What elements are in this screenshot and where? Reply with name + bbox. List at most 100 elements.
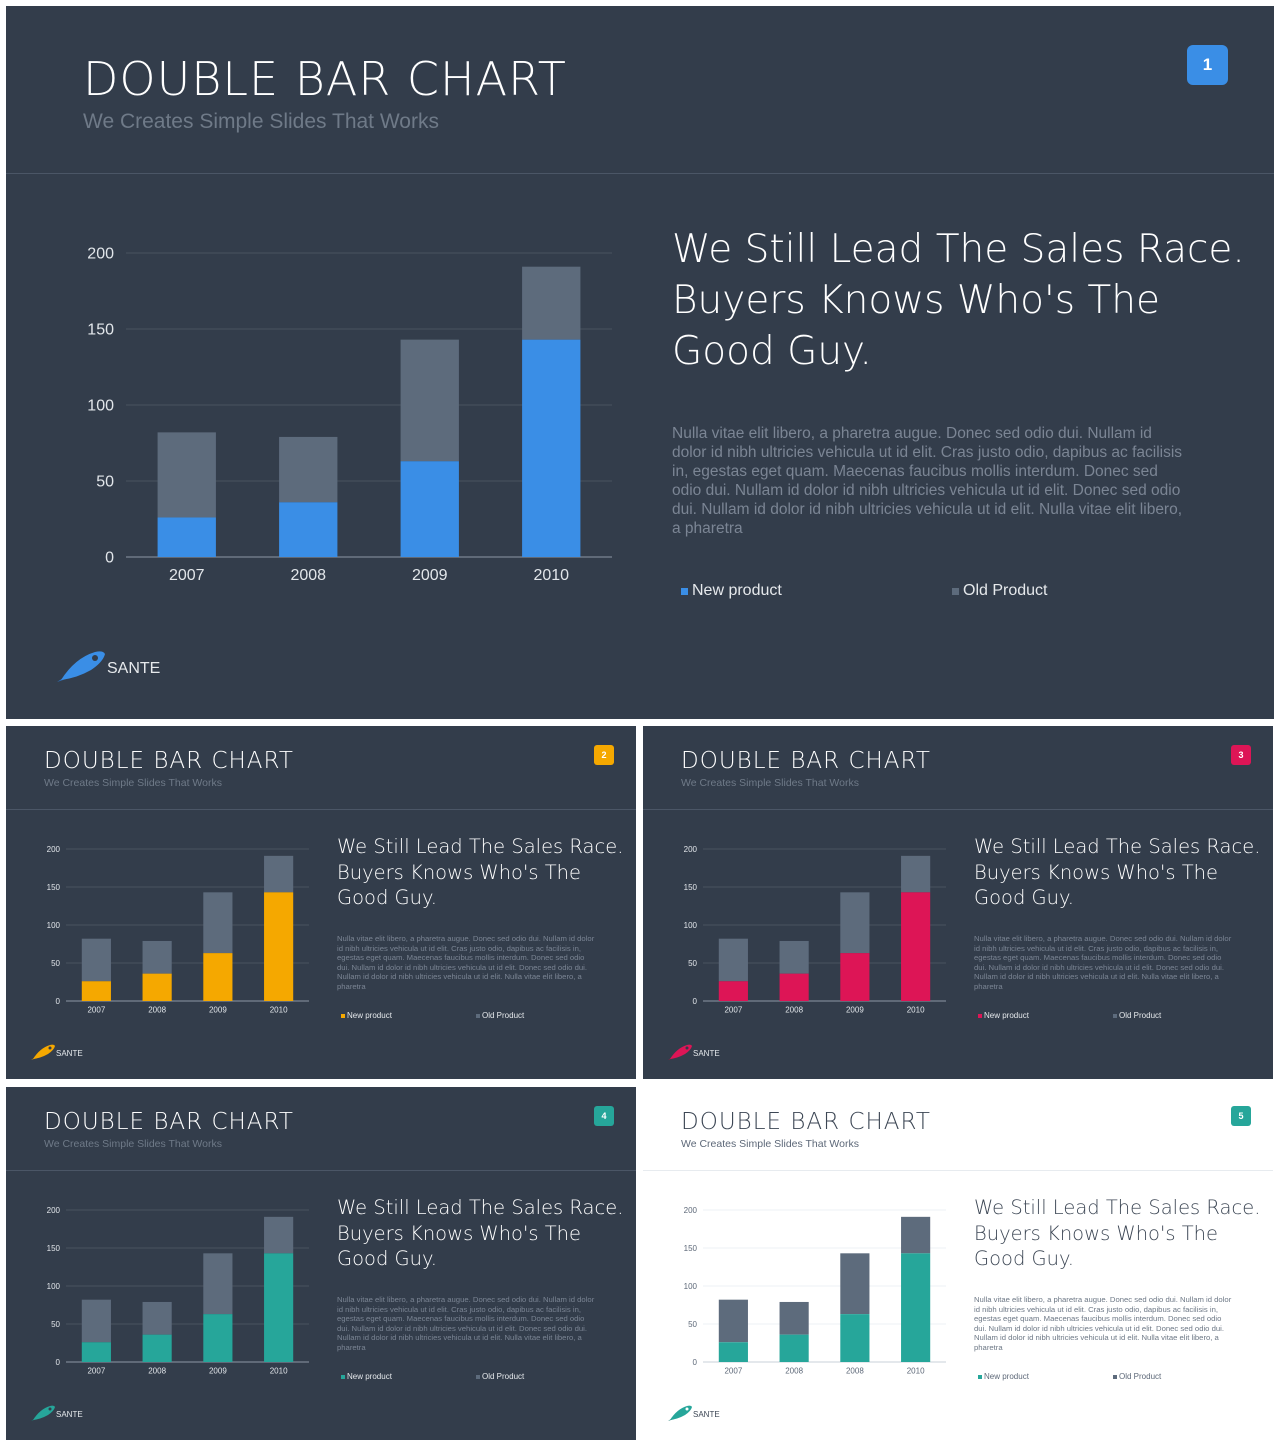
logo-text: SANTE <box>56 1410 83 1419</box>
logo-text: SANTE <box>56 1049 83 1058</box>
y-tick-label: 50 <box>51 959 60 968</box>
headline-line-2: Buyers Knows Who's The <box>672 278 1160 323</box>
slide-number-badge: 1 <box>1187 45 1228 85</box>
slide-subtitle: We Creates Simple Slides That Works <box>83 110 439 133</box>
bar-old-product-2007 <box>718 1299 748 1343</box>
y-tick-label: 200 <box>47 845 61 854</box>
legend-label-old: Old Product <box>482 1372 525 1381</box>
legend-new-product: New product <box>978 1011 1029 1020</box>
brand-logo: SANTE <box>667 1043 720 1061</box>
brand-logo: SANTE <box>30 1404 83 1422</box>
legend-new-product: New product <box>341 1011 392 1020</box>
legend-old-product: Old Product <box>952 582 1047 600</box>
bar-new-product-2007 <box>81 981 111 1001</box>
headline: We Still Lead The Sales Race. Buyers Kno… <box>974 834 1260 911</box>
y-tick-label: 200 <box>684 1206 698 1215</box>
y-tick-label: 50 <box>688 1320 697 1329</box>
legend-new-product: New product <box>681 582 782 600</box>
legend-swatch-old <box>476 1013 480 1018</box>
y-tick-label: 150 <box>47 1244 61 1253</box>
y-tick-label: 100 <box>47 1282 61 1291</box>
x-tick-label: 2008 <box>290 567 326 584</box>
stacked-bar-chart: 0 50 100 150 200 2007 2008 2009 2010 <box>87 246 612 584</box>
bar-new-product-2008 <box>142 1334 172 1362</box>
slide-subtitle: We Creates Simple Slides That Works <box>44 1138 222 1150</box>
legend-old-product: Old Product <box>1113 1372 1161 1381</box>
slide-subtitle: We Creates Simple Slides That Works <box>681 777 859 789</box>
y-tick-label: 150 <box>684 1244 698 1253</box>
y-tick-label: 100 <box>47 921 61 930</box>
headline-line-3: Good Guy. <box>974 886 1074 909</box>
bar-old-product-2008 <box>779 940 809 974</box>
headline-line-2: Buyers Knows Who's The <box>337 1221 581 1245</box>
bar-new-product-2007 <box>157 517 216 557</box>
y-tick-label: 0 <box>693 1358 698 1367</box>
logo-text: SANTE <box>107 660 161 677</box>
logo-text: SANTE <box>693 1049 720 1058</box>
legend-swatch-new <box>978 1013 982 1018</box>
slide-4: DOUBLE BAR CHART We Creates Simple Slide… <box>6 1087 636 1440</box>
bar-old-product-2008 <box>142 940 172 974</box>
legend-label-new: New product <box>692 582 782 599</box>
bar-new-product-2008 <box>779 973 809 1001</box>
slide-2: DOUBLE BAR CHART We Creates Simple Slide… <box>6 726 636 1079</box>
slide-3: DOUBLE BAR CHART We Creates Simple Slide… <box>643 726 1273 1079</box>
bar-old-product-2009 <box>203 892 233 954</box>
slide-title: DOUBLE BAR CHART <box>83 52 567 106</box>
slide-title: DOUBLE BAR CHART <box>681 1109 931 1135</box>
bar-new-product-2010 <box>901 892 931 1001</box>
y-tick-label: 0 <box>693 997 698 1006</box>
legend-swatch-new <box>978 1374 982 1379</box>
headline: We Still Lead The Sales Race. Buyers Kno… <box>337 1195 623 1272</box>
legend-label-new: New product <box>347 1011 392 1020</box>
header-divider <box>6 173 1274 174</box>
legend-label-old: Old Product <box>1119 1011 1162 1020</box>
x-tick-label: 2008 <box>785 1006 803 1015</box>
bar-old-product-2010 <box>264 855 294 893</box>
slide-subtitle: We Creates Simple Slides That Works <box>44 777 222 789</box>
y-tick-label: 50 <box>688 959 697 968</box>
y-tick-label: 200 <box>87 246 114 263</box>
slide-title: DOUBLE BAR CHART <box>681 748 931 774</box>
bar-new-product-2010 <box>264 892 294 1001</box>
x-tick-label: 2007 <box>87 1006 105 1015</box>
body-text: Nulla vitae elit libero, a pharetra augu… <box>337 1295 595 1352</box>
x-tick-label: 2007 <box>87 1367 105 1376</box>
y-tick-label: 100 <box>684 921 698 930</box>
bar-old-product-2009 <box>203 1253 233 1315</box>
x-tick-label: 2008 <box>148 1367 166 1376</box>
body-text: Nulla vitae elit libero, a pharetra augu… <box>672 425 1183 537</box>
slide-title: DOUBLE BAR CHART <box>44 748 294 774</box>
bar-old-product-2008 <box>779 1301 809 1335</box>
bar-old-product-2008 <box>279 436 338 503</box>
brand-logo: SANTE <box>30 1043 83 1061</box>
legend-label-old: Old Product <box>1119 1372 1162 1381</box>
x-tick-label: 2009 <box>209 1367 227 1376</box>
slide-number-badge: 3 <box>1231 745 1251 765</box>
rocket-icon <box>668 1405 692 1421</box>
stacked-bar-chart: 0 50 100 150 200 2007 2008 2009 2010 <box>684 845 946 1015</box>
rocket-icon <box>57 651 105 682</box>
bar-new-product-2007 <box>718 1342 748 1362</box>
bar-old-product-2009 <box>400 339 459 462</box>
legend-old-product: Old Product <box>476 1011 524 1020</box>
header-divider <box>643 809 1273 810</box>
x-tick-label: 2008 <box>846 1367 864 1376</box>
x-tick-label: 2010 <box>533 567 569 584</box>
y-tick-label: 50 <box>51 1320 60 1329</box>
body-text: Nulla vitae elit libero, a pharetra augu… <box>337 934 595 991</box>
legend-old-product: Old Product <box>1113 1011 1161 1020</box>
bar-old-product-2009 <box>840 892 870 954</box>
legend-swatch-new <box>341 1013 345 1018</box>
legend-swatch-old <box>1113 1374 1117 1379</box>
y-tick-label: 150 <box>87 322 114 339</box>
x-tick-label: 2007 <box>724 1006 742 1015</box>
x-tick-label: 2010 <box>270 1367 288 1376</box>
x-tick-label: 2007 <box>169 567 205 584</box>
slide-5: DOUBLE BAR CHART We Creates Simple Slide… <box>643 1087 1273 1440</box>
legend-label-new: New product <box>984 1372 1029 1381</box>
legend-swatch-old <box>952 587 959 595</box>
headline-line-1: We Still Lead The Sales Race. <box>337 1196 624 1219</box>
legend-swatch-new <box>681 587 688 595</box>
x-tick-label: 2009 <box>209 1006 227 1015</box>
